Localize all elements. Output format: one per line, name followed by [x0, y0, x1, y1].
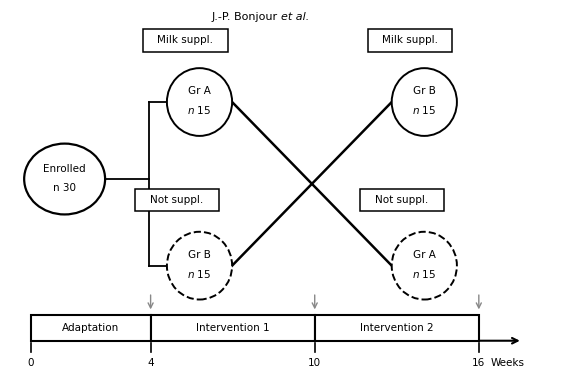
Ellipse shape [167, 68, 232, 136]
Text: 4: 4 [147, 358, 154, 368]
Text: Gr B: Gr B [413, 86, 436, 96]
Text: Adaptation: Adaptation [62, 323, 119, 333]
Text: J.-P. Bonjour: J.-P. Bonjour [211, 12, 281, 22]
FancyBboxPatch shape [135, 189, 219, 211]
Text: $n\ 15$: $n\ 15$ [187, 104, 212, 117]
Text: $n\ 15$: $n\ 15$ [412, 104, 437, 117]
Text: Intervention 2: Intervention 2 [360, 323, 434, 333]
FancyBboxPatch shape [368, 29, 452, 52]
Text: $n\ 15$: $n\ 15$ [187, 268, 212, 280]
Ellipse shape [392, 68, 457, 136]
FancyBboxPatch shape [315, 315, 479, 341]
Ellipse shape [24, 144, 105, 214]
Text: Enrolled: Enrolled [43, 164, 86, 174]
Text: $n\ 15$: $n\ 15$ [412, 268, 437, 280]
FancyBboxPatch shape [151, 315, 315, 341]
Text: Not suppl.: Not suppl. [375, 195, 428, 205]
Text: 16: 16 [472, 358, 486, 368]
Text: et al.: et al. [281, 12, 309, 22]
Text: 0: 0 [28, 358, 34, 368]
Text: Milk suppl.: Milk suppl. [157, 35, 214, 45]
Text: Gr B: Gr B [188, 250, 211, 260]
Text: Gr A: Gr A [413, 250, 436, 260]
Text: n 30: n 30 [53, 183, 76, 193]
FancyBboxPatch shape [360, 189, 444, 211]
Ellipse shape [167, 232, 232, 300]
Text: Not suppl.: Not suppl. [151, 195, 203, 205]
Text: Weeks: Weeks [491, 358, 525, 368]
Text: Intervention 1: Intervention 1 [196, 323, 270, 333]
Text: Gr A: Gr A [188, 86, 211, 96]
Text: Milk suppl.: Milk suppl. [382, 35, 438, 45]
FancyBboxPatch shape [31, 315, 151, 341]
Text: 10: 10 [308, 358, 321, 368]
Ellipse shape [392, 232, 457, 300]
FancyBboxPatch shape [143, 29, 228, 52]
